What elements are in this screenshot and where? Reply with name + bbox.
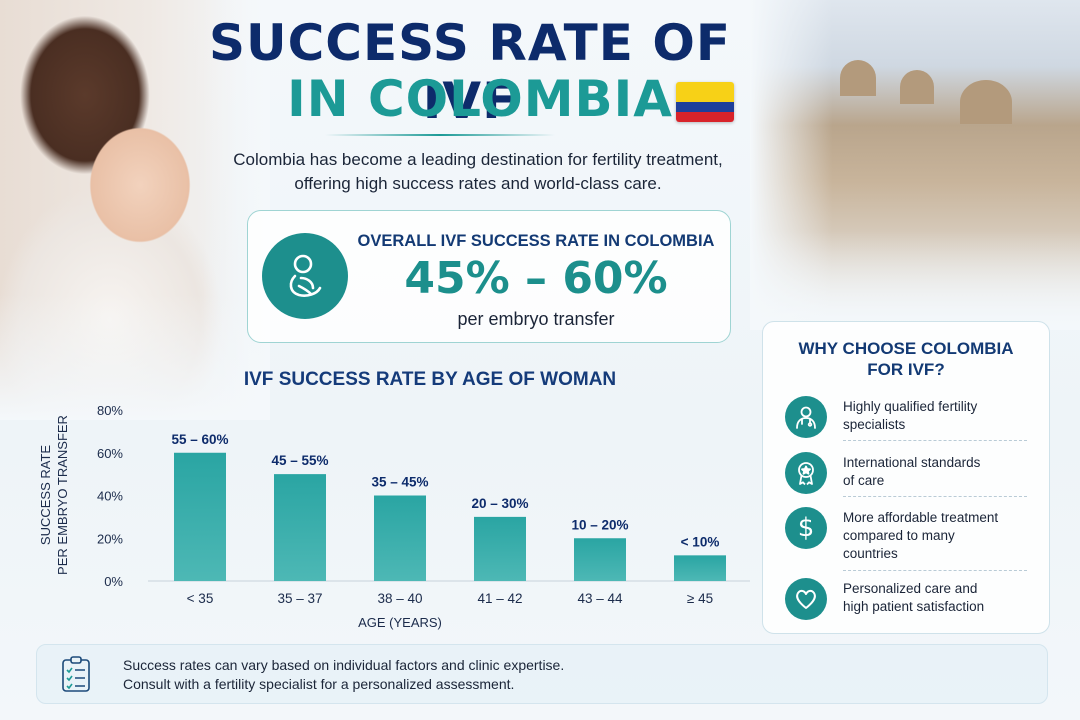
doctor-icon xyxy=(785,396,827,438)
baby-icon xyxy=(262,233,348,319)
x-axis-label: AGE (YEARS) xyxy=(358,615,442,630)
overall-rate-subtext: per embryo transfer xyxy=(457,309,615,329)
why-item-line: compared to many xyxy=(843,528,955,543)
bar-value-label: 35 – 45% xyxy=(371,475,428,490)
page-title-line2: IN COLOMBIA xyxy=(287,70,673,128)
x-tick-label: ≥ 45 xyxy=(687,591,713,606)
x-tick-label: 43 – 44 xyxy=(577,591,623,606)
why-item-personalized: Personalized care and high patient satis… xyxy=(785,578,1029,634)
clipboard-icon xyxy=(62,656,90,692)
why-separator xyxy=(843,440,1027,441)
why-item-text: More affordable treatment compared to ma… xyxy=(843,509,1033,563)
bar xyxy=(274,474,326,581)
why-title-line-2: FOR IVF? xyxy=(867,360,945,379)
age-success-bar-chart: SUCCESS RATE PER EMBRYO TRANSFER 0% 20% 40% 6… xyxy=(38,403,750,630)
why-separator xyxy=(843,570,1027,571)
intro-line-2: offering high success rates and world-cl… xyxy=(294,174,662,193)
title-divider xyxy=(325,134,555,136)
bar xyxy=(474,516,526,581)
disclaimer-line-2: Consult with a fertility specialist for … xyxy=(123,676,515,692)
why-item-specialists: Highly qualified fertility specialists xyxy=(785,396,1029,452)
bar-value-label: 10 – 20% xyxy=(571,517,628,532)
why-separator xyxy=(843,496,1027,497)
disclaimer-note: Success rates can vary based on individu… xyxy=(36,644,1048,704)
x-tick-label: 35 – 37 xyxy=(277,591,322,606)
why-item-standards: International standards of care xyxy=(785,452,1029,508)
y-axis-label-line-1: SUCCESS RATE xyxy=(38,445,53,545)
x-tick-label: 38 – 40 xyxy=(377,591,422,606)
mother-baby-photo xyxy=(0,0,270,420)
y-tick-label: 60% xyxy=(97,446,123,461)
colombia-flag-icon xyxy=(676,82,734,122)
disclaimer-text: Success rates can vary based on individu… xyxy=(123,656,883,694)
why-item-text: International standards of care xyxy=(843,454,1033,490)
award-icon xyxy=(785,452,827,494)
why-title: WHY CHOOSE COLOMBIA FOR IVF? xyxy=(763,338,1049,380)
page-title-line1: SUCCESS RATE OF IVF xyxy=(209,14,731,130)
why-item-line: high patient satisfaction xyxy=(843,599,985,614)
y-tick-label: 20% xyxy=(97,531,123,546)
heart-icon xyxy=(785,578,827,620)
y-tick-label: 0% xyxy=(104,574,123,589)
why-item-line: countries xyxy=(843,546,898,561)
intro-line-1: Colombia has become a leading destinatio… xyxy=(233,150,723,169)
why-item-line: of care xyxy=(843,473,885,488)
bar xyxy=(574,538,626,581)
bar-value-label: < 10% xyxy=(681,534,720,549)
bar xyxy=(174,452,226,581)
bar xyxy=(374,495,426,581)
intro-text: Colombia has become a leading destinatio… xyxy=(228,148,728,196)
why-title-line-1: WHY CHOOSE COLOMBIA xyxy=(798,339,1014,358)
why-choose-card: WHY CHOOSE COLOMBIA FOR IVF? Highly qual… xyxy=(762,321,1050,634)
disclaimer-line-1: Success rates can vary based on individu… xyxy=(123,657,565,673)
bar-value-label: 55 – 60% xyxy=(171,432,228,447)
why-item-line: specialists xyxy=(843,417,906,432)
bar xyxy=(674,555,726,581)
y-tick-label: 80% xyxy=(97,403,123,418)
bar-value-label: 45 – 55% xyxy=(271,453,328,468)
overall-rate-label: OVERALL IVF SUCCESS RATE IN COLOMBIA xyxy=(357,232,715,250)
y-axis-label-line-2: PER EMBRYO TRANSFER xyxy=(55,415,70,575)
why-item-line: Personalized care and xyxy=(843,581,978,596)
overall-rate-card: OVERALL IVF SUCCESS RATE IN COLOMBIA 45%… xyxy=(247,210,731,343)
x-tick-label: < 35 xyxy=(187,591,214,606)
why-item-line: More affordable treatment xyxy=(843,510,999,525)
x-tick-label: 41 – 42 xyxy=(477,591,522,606)
why-item-line: International standards xyxy=(843,455,981,470)
bar-value-label: 20 – 30% xyxy=(471,496,528,511)
cartagena-city-photo xyxy=(750,0,1080,330)
overall-rate-value: 45% – 60% xyxy=(404,253,668,304)
why-item-text: Highly qualified fertility specialists xyxy=(843,398,1033,434)
chart-title: IVF SUCCESS RATE BY AGE OF WOMAN xyxy=(243,369,617,390)
why-item-line: Highly qualified fertility xyxy=(843,399,978,414)
dollar-icon: $ xyxy=(785,507,827,549)
why-item-affordable: $ More affordable treatment compared to … xyxy=(785,507,1029,563)
y-tick-label: 40% xyxy=(97,489,123,504)
why-item-text: Personalized care and high patient satis… xyxy=(843,580,1033,616)
